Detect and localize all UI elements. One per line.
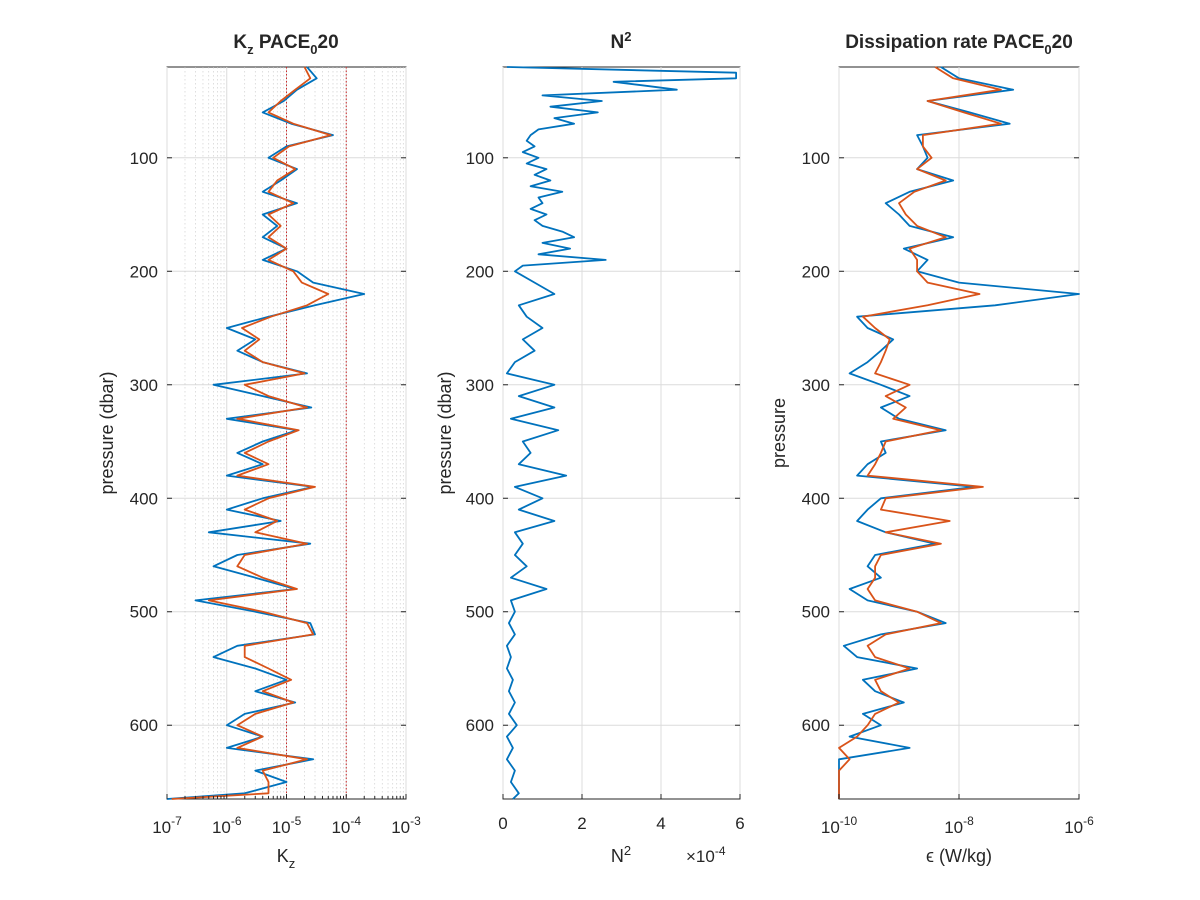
eps-y-tick-label: 200 [802, 262, 830, 281]
eps-y-tick-label: 600 [802, 716, 830, 735]
n2-title: N2 [611, 29, 632, 53]
kz-series-group [166, 66, 366, 800]
epsilon-series-group [838, 66, 1080, 799]
n2-x-tick-label: 2 [577, 814, 586, 833]
kz-series-2-line [171, 66, 332, 800]
eps-series-2-line [838, 66, 1002, 799]
eps-y-tick-label: 300 [802, 376, 830, 395]
n2-grid [502, 67, 741, 799]
kz-x-axis-label: Kz [277, 846, 296, 871]
n2-y-axis-label: pressure (dbar) [435, 371, 455, 494]
kz-panel: 10-7 10-6 10-5 10-4 10-3 100200300400500600 … [97, 32, 421, 871]
epsilon-grid [838, 67, 1080, 799]
n2-y-tick-label: 400 [466, 489, 494, 508]
n2-y-tick-label: 500 [466, 603, 494, 622]
kz-x-ticks: 10-7 10-6 10-5 10-4 10-3 [152, 794, 421, 837]
eps-y-tick-label: 100 [802, 149, 830, 168]
n2-y-tick-label: 600 [466, 716, 494, 735]
kz-y-tick-label: 500 [130, 603, 158, 622]
kz-x-tick-label: 10-4 [331, 814, 361, 837]
kz-y-tick-label: 200 [130, 262, 158, 281]
eps-y-tick-label: 400 [802, 489, 830, 508]
n2-x-multiplier: ×10-4 [686, 844, 726, 866]
epsilon-panel: 10-10 10-8 10-6 100 200 300 400 500 600 Dissipa… [769, 32, 1094, 866]
n2-y-tick-label: 300 [466, 376, 494, 395]
kz-title: Kz PACE020 [233, 32, 338, 57]
kz-y-tick-label: 300 [130, 376, 158, 395]
eps-x-tick-label: 10-8 [944, 814, 974, 837]
n2-x-ticks: 0 2 4 6 [498, 794, 745, 833]
n2-series-group [505, 66, 737, 800]
epsilon-title: Dissipation rate PACE020 [845, 32, 1073, 57]
epsilon-y-ticks: 100 200 300 400 500 600 [802, 149, 1079, 735]
kz-y-ticks: 100 200 300 400 500 600 [130, 149, 406, 735]
n2-x-tick-label: 4 [656, 814, 665, 833]
n2-panel: 0 2 4 6 100 200 300 400 500 600 N2 N2 ×10-4 pres… [435, 29, 745, 866]
n2-y-tick-label: 200 [466, 262, 494, 281]
kz-x-tick-label: 10-3 [391, 814, 421, 837]
kz-x-tick-label: 10-5 [272, 814, 302, 837]
kz-y-axis-label: pressure (dbar) [97, 371, 117, 494]
kz-series-1-line [166, 66, 366, 800]
kz-x-tick-label: 10-6 [212, 814, 242, 837]
epsilon-x-ticks: 10-10 10-8 10-6 [821, 794, 1094, 837]
kz-y-tick-label: 400 [130, 489, 158, 508]
n2-x-tick-label: 0 [498, 814, 507, 833]
n2-series-1-line [505, 66, 737, 800]
n2-x-tick-label: 6 [735, 814, 744, 833]
n2-y-tick-label: 100 [466, 149, 494, 168]
epsilon-x-axis-label: ϵ (W/kg) [926, 846, 992, 866]
kz-y-tick-label: 100 [130, 149, 158, 168]
epsilon-y-axis-label: pressure [769, 398, 789, 468]
n2-x-axis-label: N2 [611, 843, 631, 866]
n2-y-ticks: 100 200 300 400 500 600 [466, 149, 740, 735]
kz-x-tick-label: 10-7 [152, 814, 182, 837]
eps-x-tick-label: 10-10 [821, 814, 858, 837]
kz-y-tick-label: 600 [130, 716, 158, 735]
eps-y-tick-label: 500 [802, 603, 830, 622]
eps-x-tick-label: 10-6 [1064, 814, 1094, 837]
